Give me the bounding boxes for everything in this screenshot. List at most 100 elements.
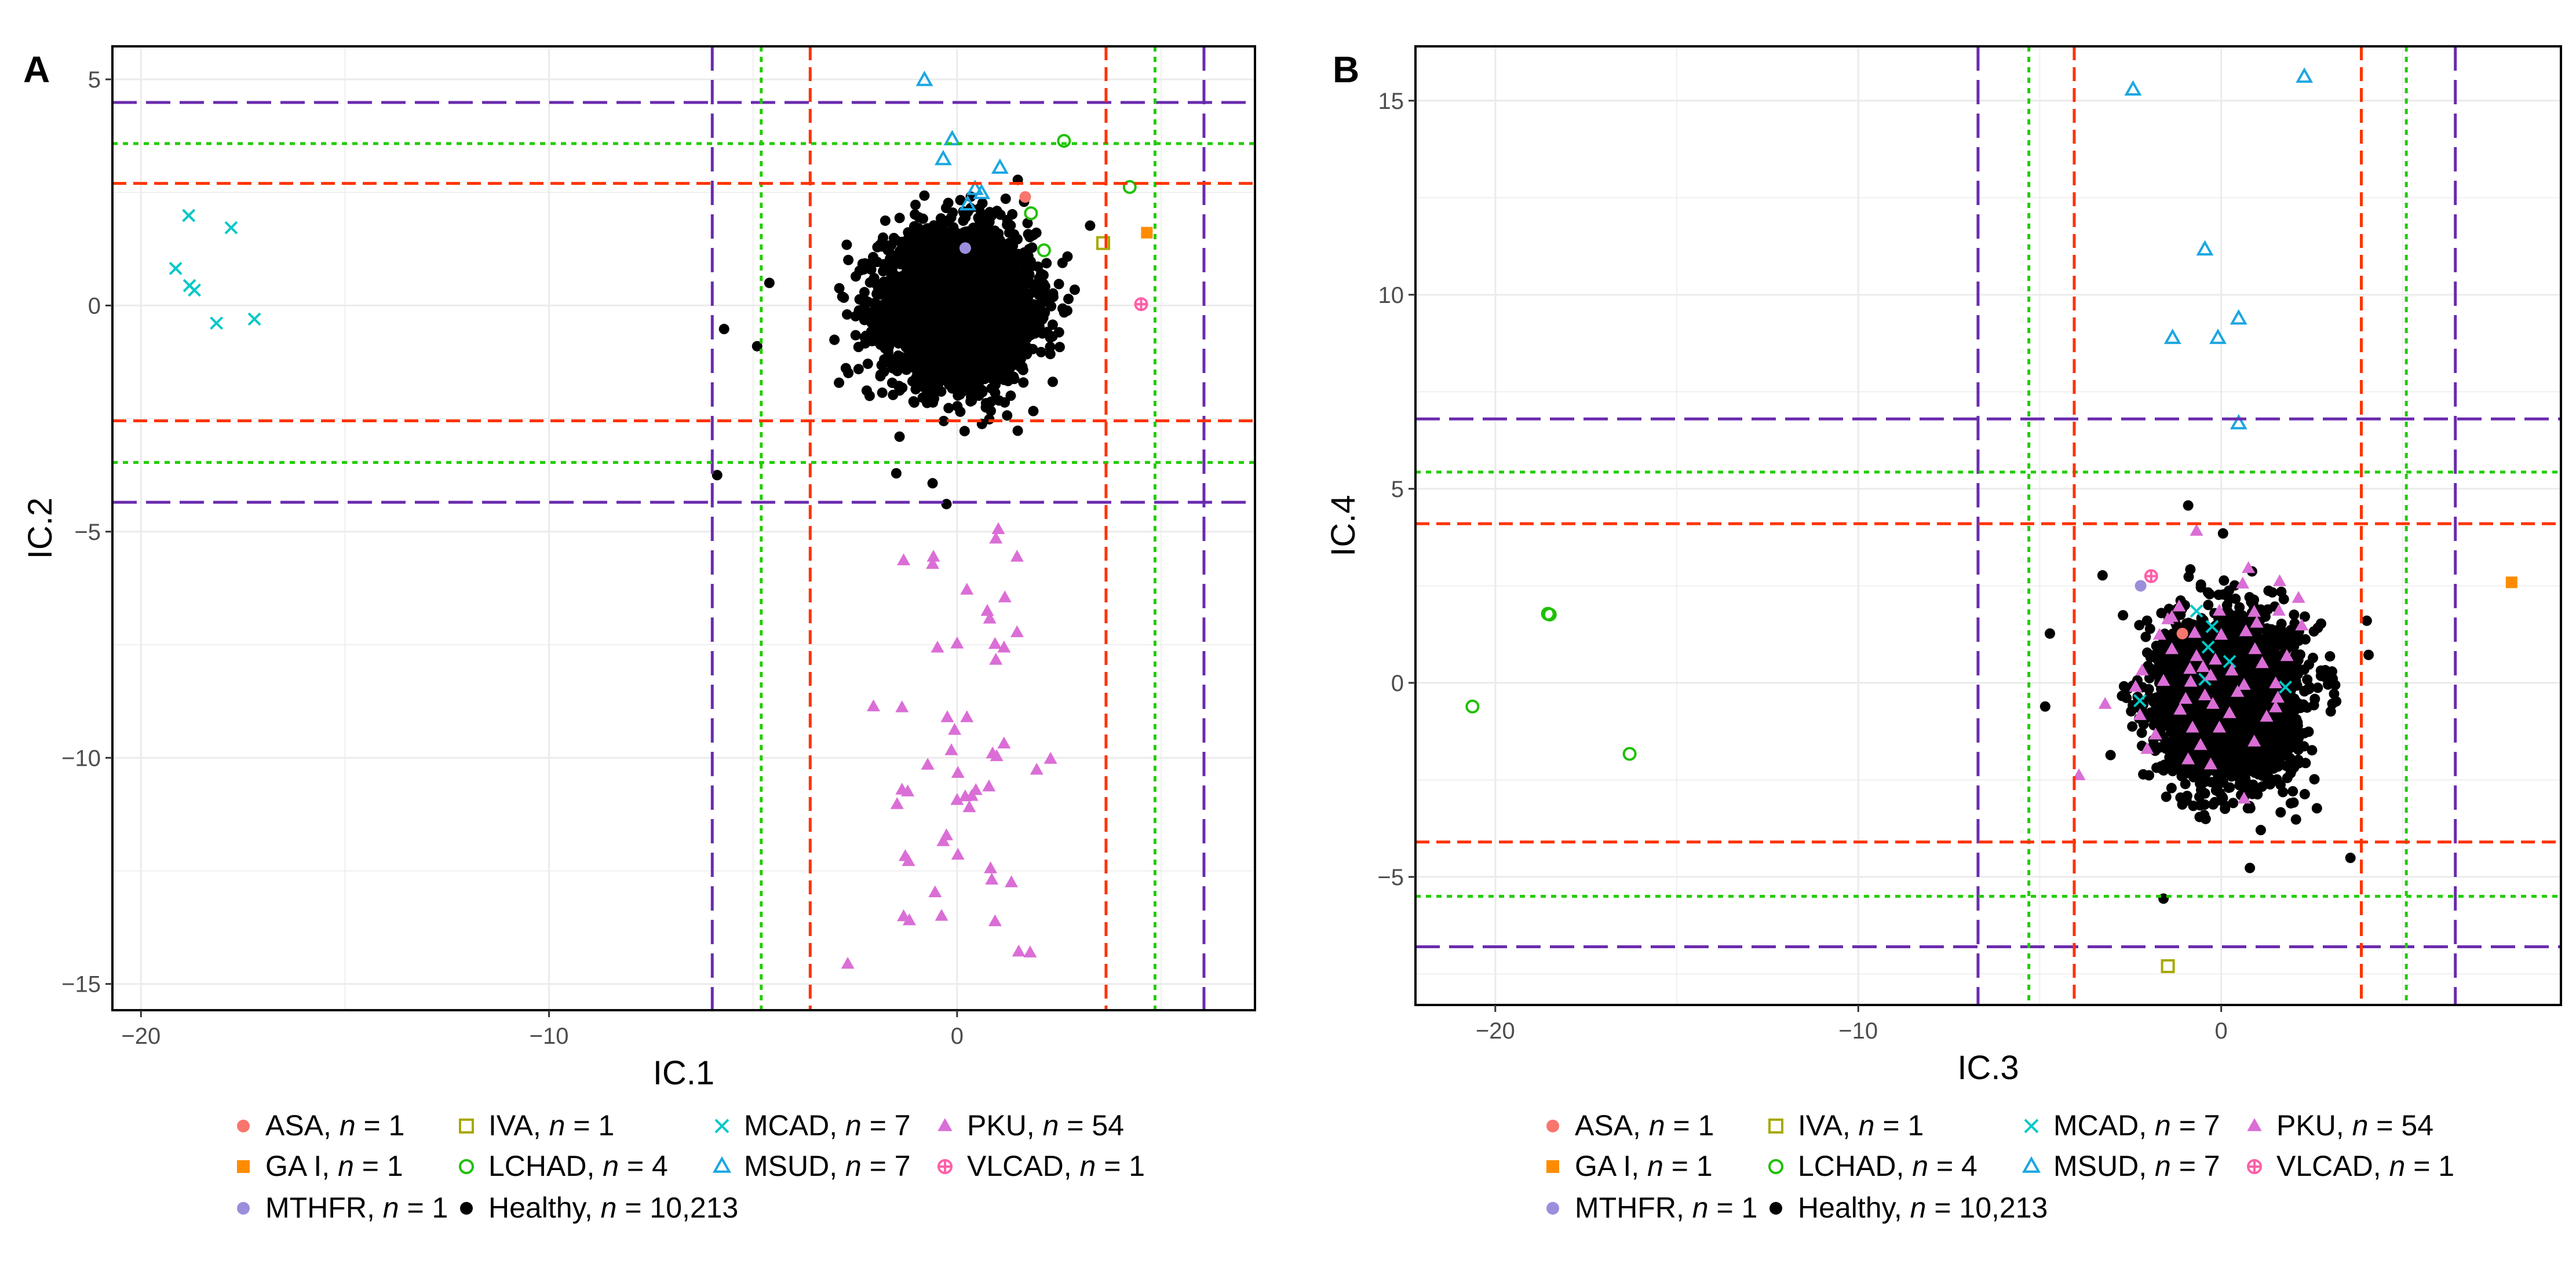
legend-key-circle-filled-icon (460, 1202, 473, 1215)
point-mcad (182, 209, 196, 222)
legend-label: ASA, n = 1 (265, 1109, 404, 1142)
healthy-point (998, 276, 1009, 287)
healthy-point (977, 198, 988, 209)
point-pku (841, 956, 855, 969)
healthy-point (928, 241, 939, 252)
point-pku (926, 557, 940, 569)
healthy-point (1004, 237, 1015, 248)
point-msud (966, 180, 984, 195)
healthy-point (888, 389, 899, 400)
healthy-point (1002, 410, 1013, 421)
healthy-point (984, 207, 995, 218)
point-healthy (941, 499, 952, 510)
legend-key-square-filled-icon (237, 1160, 250, 1173)
legend-item-lchad: LCHAD, n = 4 (459, 1150, 668, 1182)
healthy-point (940, 232, 951, 243)
legend-label: PKU, n = 54 (967, 1109, 1124, 1142)
healthy-point (976, 385, 987, 396)
healthy-point (944, 374, 955, 385)
gridlines (112, 46, 1255, 1010)
healthy-point (2234, 602, 2245, 613)
healthy-point (840, 363, 851, 374)
healthy-point (1005, 390, 1016, 401)
healthy-point (948, 222, 959, 233)
healthy-point (2288, 797, 2299, 808)
healthy-point (990, 297, 1001, 308)
healthy-point (964, 279, 975, 290)
healthy-point (914, 251, 925, 262)
healthy-point (991, 326, 1002, 337)
healthy-point (880, 215, 891, 226)
healthy-point (977, 302, 988, 313)
healthy-point (1069, 284, 1080, 295)
panel-label: A (23, 49, 50, 90)
point-iva (1096, 236, 1111, 250)
healthy-point (897, 299, 908, 310)
point-msud (943, 130, 961, 145)
healthy-point (960, 349, 971, 360)
legend-label: Healthy, n = 10,213 (488, 1191, 738, 1224)
x-tick-label: −10 (530, 1024, 569, 1049)
point-msud (935, 149, 952, 166)
points (1465, 67, 2517, 973)
healthy-point (926, 293, 937, 304)
healthy-point (1002, 219, 1013, 230)
healthy-point (988, 309, 999, 320)
point-pku (944, 743, 958, 755)
healthy-point (945, 285, 956, 296)
healthy-point (850, 330, 861, 341)
healthy-point (996, 285, 1007, 296)
plot-border (111, 45, 1256, 1011)
point-pku (989, 531, 1003, 544)
legend-key-circle-open-icon (459, 1159, 474, 1174)
point-vlcad (1134, 297, 1148, 312)
healthy-point (897, 382, 908, 393)
healthy-point (1024, 315, 1035, 326)
point-pku (960, 710, 974, 722)
healthy-point (955, 406, 966, 417)
healthy-point (1015, 361, 1026, 372)
healthy-point (1035, 304, 1046, 315)
point-pku (897, 553, 911, 565)
healthy-point (1039, 281, 1050, 292)
point-pku (962, 800, 976, 813)
point-pku (982, 779, 996, 792)
healthy-point (853, 305, 864, 316)
point-pku (980, 604, 994, 616)
healthy-point (885, 353, 896, 364)
point-pku (1005, 875, 1019, 887)
healthy-point (864, 390, 875, 401)
healthy-point (1054, 342, 1065, 353)
healthy-point (959, 259, 970, 270)
healthy-point (1016, 278, 1027, 289)
reference-lines (112, 46, 1255, 1010)
healthy-point (918, 354, 929, 365)
legend-item-msud: MSUD, n = 7 (712, 1150, 911, 1182)
healthy-point (1047, 319, 1058, 330)
healthy-point (1041, 258, 1052, 269)
healthy-point (1013, 250, 1024, 261)
legend-item-pku: PKU, n = 54 (937, 1109, 1124, 1142)
healthy-point (957, 330, 968, 341)
point-pku (936, 834, 950, 846)
y-tick-label: 5 (88, 67, 101, 93)
legend-item-healthy: Healthy, n = 10,213 (460, 1191, 738, 1224)
healthy-point (915, 260, 926, 271)
legend-key-triangle-open-icon (712, 1156, 732, 1173)
point-pku (988, 637, 1002, 649)
healthy-point (919, 190, 930, 201)
healthy-point (948, 346, 959, 357)
healthy-point (933, 378, 944, 389)
healthy-point (878, 266, 889, 277)
point-pku (928, 885, 942, 897)
healthy-point (971, 248, 982, 259)
healthy-point (982, 332, 993, 343)
healthy-point (991, 265, 1002, 276)
legend-item-ga-i: GA I, n = 1 (237, 1150, 403, 1182)
healthy-point (829, 334, 840, 345)
point-pku (901, 784, 915, 796)
healthy-point (966, 395, 977, 406)
healthy-point (1009, 229, 1020, 240)
